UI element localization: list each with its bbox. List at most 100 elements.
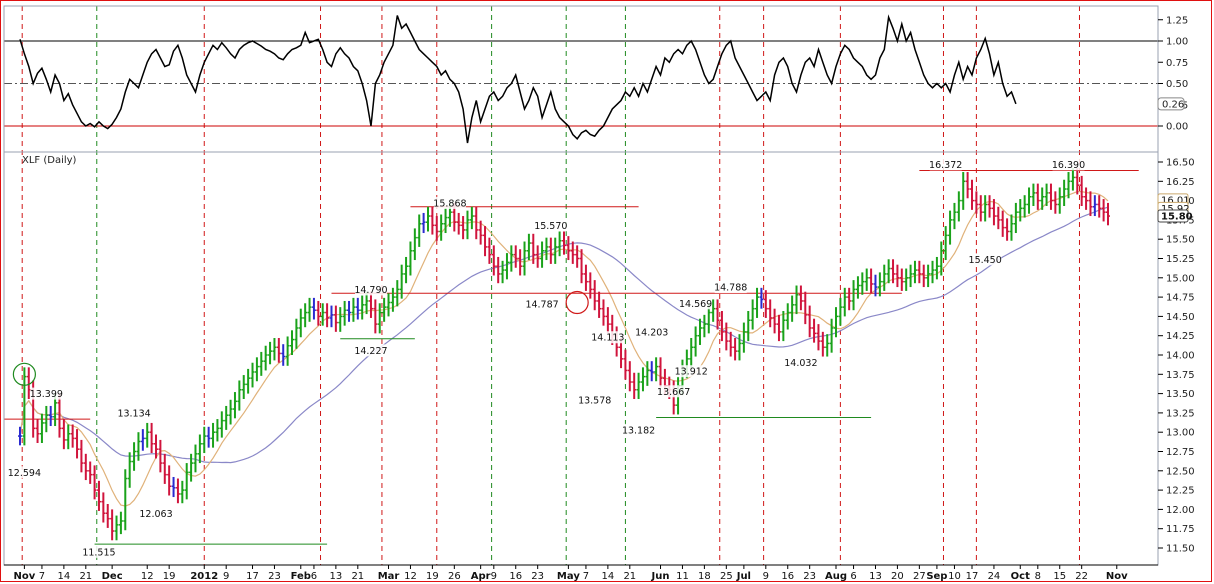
x-tick-label: 21 xyxy=(79,571,92,582)
price-label-background xyxy=(635,325,668,338)
x-tick-label: 8 xyxy=(1035,571,1041,582)
x-tick-label: Apr xyxy=(471,571,491,582)
price-tick-label: 15.25 xyxy=(1166,254,1195,265)
price-label-text: 14.787 xyxy=(525,300,558,311)
x-tick-label: 17 xyxy=(966,571,979,582)
price-tick-label: 15.00 xyxy=(1166,273,1195,284)
price-label-background xyxy=(433,196,466,209)
price-panel: XLF (Daily) xyxy=(4,155,1139,545)
price-label: 13.667 xyxy=(657,385,690,398)
price-label-text: 14.032 xyxy=(784,358,817,369)
x-tick-label: Dec xyxy=(102,571,123,582)
price-label: 14.787 xyxy=(525,298,559,311)
x-tick-label: 27 xyxy=(913,571,926,582)
oscillator-panel-border xyxy=(3,5,1159,153)
price-label: 14.032 xyxy=(784,356,818,369)
price-label-background xyxy=(354,344,387,357)
x-tick-label: 12 xyxy=(141,571,154,582)
price-label-text: 12.063 xyxy=(139,509,172,520)
price-tick-label: 15.50 xyxy=(1166,235,1195,246)
x-tick-label: 9 xyxy=(763,571,769,582)
price-label-text: 13.578 xyxy=(578,395,611,406)
x-tick-label: 10 xyxy=(948,571,961,582)
price-tick-label: 12.25 xyxy=(1166,486,1195,497)
x-tick-label: 7 xyxy=(39,571,45,582)
x-tick-label: Jul xyxy=(736,571,751,582)
price-tick-label: 14.25 xyxy=(1166,331,1195,342)
price-label-background xyxy=(784,356,817,369)
price-label-background xyxy=(969,253,1002,266)
x-tick-label: 23 xyxy=(803,571,816,582)
x-tick-label: 19 xyxy=(163,571,176,582)
price-label-background xyxy=(622,423,655,436)
price-label: 16.372 xyxy=(929,158,962,171)
x-tick-label: 16 xyxy=(509,571,522,582)
x-tick-label: 26 xyxy=(448,571,461,582)
price-tick-label: 13.75 xyxy=(1166,370,1195,381)
price-label-text: 15.570 xyxy=(534,221,567,232)
right-price-label: 15.92 xyxy=(1161,204,1190,215)
price-label: 14.113 xyxy=(591,331,624,344)
price-label-background xyxy=(30,387,63,400)
x-tick-label: 9 xyxy=(491,571,497,582)
price-label-text: 16.372 xyxy=(929,160,962,171)
price-label-background xyxy=(140,507,172,520)
price-label: 14.203 xyxy=(635,325,668,338)
x-tick-label: 23 xyxy=(268,571,281,582)
x-tick-label: 14 xyxy=(58,571,71,582)
x-tick-label: 6 xyxy=(850,571,856,582)
x-tick-label: Feb xyxy=(291,571,311,582)
price-label: 16.390 xyxy=(1052,158,1085,171)
price-label-text: 14.203 xyxy=(635,327,668,338)
price-tick-label: 16.50 xyxy=(1166,158,1195,169)
price-label-background xyxy=(657,385,690,398)
price-label-text: 15.868 xyxy=(433,198,466,209)
x-tick-label: Nov xyxy=(14,571,36,582)
price-label: 13.912 xyxy=(675,365,708,378)
x-tick-label: 14 xyxy=(602,571,615,582)
price-annotations: 12.594 13.399 13.134 11.515 12.063 14.790 14.2… xyxy=(8,158,1085,558)
x-tick-label: 6 xyxy=(311,571,317,582)
x-tick-label: 11 xyxy=(676,571,689,582)
x-tick-label: 9 xyxy=(223,571,229,582)
price-label: 14.790 xyxy=(354,283,388,296)
price-tick-label: 12.50 xyxy=(1166,466,1195,477)
oscillator-tick-label: 0.50 xyxy=(1166,79,1188,90)
price-label-background xyxy=(354,283,387,296)
price-label: 11.515 xyxy=(82,545,116,558)
price-tick-label: 14.50 xyxy=(1166,312,1195,323)
x-tick-label: 19 xyxy=(426,571,439,582)
x-tick-label: 18 xyxy=(698,571,711,582)
price-label-text: 14.569 xyxy=(679,299,712,310)
right-price-label: 16.01 xyxy=(1161,195,1190,206)
price-label: 14.788 xyxy=(714,281,747,294)
price-label: 12.594 xyxy=(8,466,41,479)
price-tick-label: 16.25 xyxy=(1166,177,1195,188)
highlight-circle-red xyxy=(565,290,589,315)
x-tick-label: Oct xyxy=(1011,571,1030,582)
price-label-text: 15.450 xyxy=(969,255,1002,266)
price-label-text: 13.912 xyxy=(675,367,708,378)
price-label-text: 13.134 xyxy=(117,408,150,419)
price-label-text: 14.113 xyxy=(591,333,624,344)
price-label-text: 16.390 xyxy=(1052,160,1085,171)
price-label-text: 14.788 xyxy=(714,283,747,294)
x-tick-label: 23 xyxy=(531,571,544,582)
price-tick-label: 11.50 xyxy=(1166,544,1195,555)
oscillator-panel xyxy=(4,14,1158,144)
right-price-label: 15.80 xyxy=(1161,212,1193,223)
price-tick-label: 14.00 xyxy=(1166,351,1195,362)
price-label-text: 12.594 xyxy=(8,468,41,479)
price-label: 15.570 xyxy=(534,219,567,232)
price-tick-label: 14.75 xyxy=(1166,293,1195,304)
right-price-box xyxy=(1157,209,1189,223)
price-label-text: 14.227 xyxy=(354,346,387,357)
price-label-background xyxy=(675,365,708,378)
price-label-background xyxy=(118,406,151,419)
price-label-background xyxy=(679,297,712,310)
price-tick-label: 11.75 xyxy=(1166,524,1195,535)
price-label-background xyxy=(591,331,624,344)
price-label-background xyxy=(714,281,747,294)
